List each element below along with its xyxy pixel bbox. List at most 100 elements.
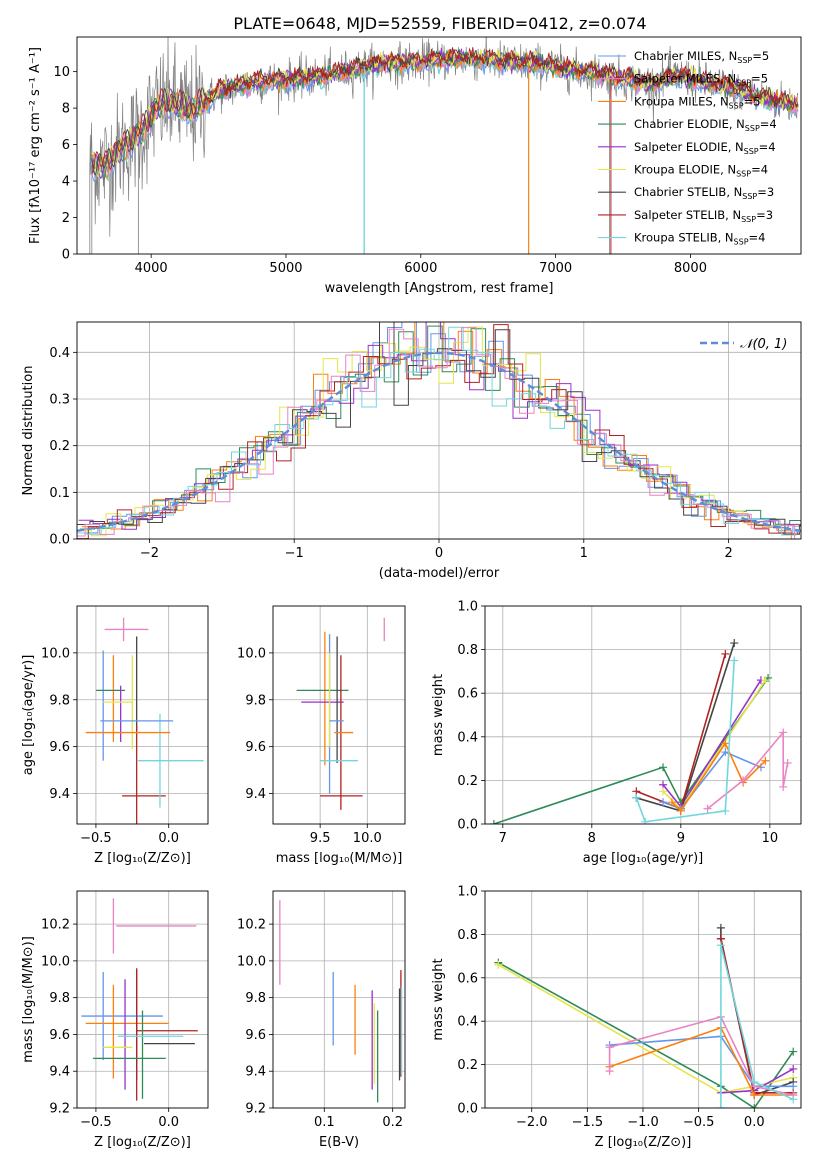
legend-entry: Kroupa ELODIE, NSSP=4 xyxy=(634,163,768,179)
x-tick-label: 1 xyxy=(580,546,588,561)
weight-marker xyxy=(605,1043,614,1052)
x-tick-label: 6000 xyxy=(404,261,437,276)
weight-series-line xyxy=(720,927,794,1097)
y-tick-label: 4 xyxy=(62,175,70,190)
axes-frame xyxy=(76,605,209,825)
residual-histogram xyxy=(81,322,801,539)
residual-histogram xyxy=(77,322,801,535)
y-tick-label: 10 xyxy=(53,65,70,80)
axes-frame xyxy=(76,36,802,255)
x-axis-label: age [log₁₀(age/yr)] xyxy=(583,851,704,866)
residual-histogram xyxy=(77,324,801,539)
x-tick-label: 7 xyxy=(499,831,507,846)
y-axis-label: mass weight xyxy=(431,674,446,756)
y-tick-label: 0.4 xyxy=(457,1015,478,1030)
x-tick-label: 10.0 xyxy=(353,831,382,846)
weight-marker xyxy=(716,941,725,950)
y-tick-label: 0.4 xyxy=(457,730,478,745)
weight-series-line xyxy=(720,1068,794,1094)
y-tick-label: 9.4 xyxy=(49,787,70,802)
residual-histogram xyxy=(80,325,801,530)
legend-entry: Kroupa MILES, NSSP=5 xyxy=(634,94,760,110)
weight-marker xyxy=(605,1067,614,1076)
y-axis-label: mass weight xyxy=(431,958,446,1040)
panel-mass-vs-Z: −0.5 0.0 9.2 9.4 9.6 9.8 10.0 10.2 Z [log₁₀(Z/Z⊙… xyxy=(21,890,209,1150)
weight-marker xyxy=(750,1090,759,1099)
legend-entry: Chabrier ELODIE, NSSP=4 xyxy=(634,117,777,133)
panel-weight-vs-age: 7 8 9 10 0.0 0.2 0.4 0.6 0.8 1.0 age [log₁₀(age/yr… xyxy=(431,600,802,866)
y-tick-label: 2 xyxy=(62,211,70,226)
residual-histogram xyxy=(78,322,801,530)
y-axis-label: mass [log₁₀(M/M⊙)] xyxy=(21,936,36,1063)
weight-marker xyxy=(659,787,668,796)
plot-area xyxy=(77,891,208,1108)
plot-area xyxy=(485,891,801,1108)
residual-histogram xyxy=(83,322,801,534)
x-tick-label: 4000 xyxy=(135,261,168,276)
x-tick-label: 0.0 xyxy=(158,831,179,846)
figure-title: PLATE=0648, MJD=52559, FIBERID=0412, z=0… xyxy=(233,14,646,33)
weight-marker xyxy=(761,676,770,685)
y-tick-label: 0.2 xyxy=(457,1058,478,1073)
y-tick-label: 0.1 xyxy=(49,486,70,501)
plot-area xyxy=(77,606,208,824)
axes-frame xyxy=(484,890,802,1109)
y-tick-label: 9.4 xyxy=(245,787,266,802)
legend-entry: Salpeter MILES, NSSP=5 xyxy=(634,72,768,88)
weight-marker xyxy=(659,763,668,772)
x-tick-label: 0.0 xyxy=(158,1115,179,1130)
x-axis-label: Z [log₁₀(Z/Z⊙)] xyxy=(595,1135,692,1150)
y-tick-label: 9.4 xyxy=(49,1065,70,1080)
weight-marker xyxy=(667,798,676,807)
panel-spectrum: 4000 5000 6000 7000 8000 0 2 4 6 8 10 wavelength [A… xyxy=(28,36,802,296)
y-tick-label: 9.4 xyxy=(245,1065,266,1080)
residual-histogram xyxy=(77,327,801,539)
y-tick-label: 0.6 xyxy=(457,971,478,986)
weight-marker xyxy=(750,1104,759,1108)
panel-age-vs-mass: 9.5 10.0 9.4 9.6 9.8 10.0 mass [log₁₀(M/M⊙)] xyxy=(237,605,406,866)
weight-marker xyxy=(779,728,788,737)
weight-series-line xyxy=(498,961,794,1108)
y-tick-label: 9.6 xyxy=(245,740,266,755)
weight-marker xyxy=(676,806,685,815)
x-tick-label: −1.5 xyxy=(572,1115,604,1130)
plot-area xyxy=(273,606,405,824)
x-tick-label: −0.5 xyxy=(683,1115,715,1130)
weight-marker xyxy=(703,804,712,813)
y-tick-label: 0 xyxy=(62,248,70,263)
x-tick-label: −2 xyxy=(140,546,159,561)
x-tick-label: 0 xyxy=(435,546,443,561)
x-tick-label: 9 xyxy=(677,831,685,846)
weight-marker xyxy=(721,806,730,815)
x-tick-label: 2 xyxy=(724,546,732,561)
x-tick-label: 9.5 xyxy=(310,831,331,846)
weight-marker xyxy=(730,639,739,648)
x-tick-label: −0.5 xyxy=(80,831,112,846)
plot-area xyxy=(273,891,405,1108)
weight-series-line xyxy=(720,945,794,1108)
y-tick-label: 9.6 xyxy=(49,1028,70,1043)
panel-mass-vs-EBV: 0.1 0.2 9.2 9.4 9.6 9.8 10.0 10.2 E(B-V) xyxy=(237,890,406,1150)
weight-marker xyxy=(494,960,503,969)
weight-marker xyxy=(721,739,730,748)
x-tick-label: 7000 xyxy=(539,261,572,276)
weight-marker xyxy=(739,776,748,785)
weight-series-line xyxy=(498,964,794,1094)
x-axis-label: Z [log₁₀(Z/Z⊙)] xyxy=(94,851,191,866)
residual-histogram xyxy=(77,326,801,536)
y-tick-label: 9.6 xyxy=(49,740,70,755)
weight-series-line xyxy=(720,938,794,1094)
y-axis-label: Flux [fλ10⁻¹⁷ erg cm⁻² s⁻¹ A⁻¹] xyxy=(28,47,43,244)
legend-entry: Salpeter STELIB, NSSP=3 xyxy=(634,208,773,224)
y-tick-label: 0.4 xyxy=(49,346,70,361)
x-tick-label: −0.5 xyxy=(80,1115,112,1130)
x-tick-label: 10 xyxy=(762,831,779,846)
legend: Chabrier MILES, NSSP=5 Salpeter MILES, NS… xyxy=(598,49,777,247)
x-tick-label: 0.2 xyxy=(382,1115,403,1130)
plot-area xyxy=(89,37,799,254)
weight-series-line xyxy=(635,660,735,823)
weight-series-line xyxy=(609,1026,794,1096)
weight-marker xyxy=(721,649,730,658)
axes-frame xyxy=(76,890,209,1109)
x-tick-label: −1.0 xyxy=(627,1115,659,1130)
